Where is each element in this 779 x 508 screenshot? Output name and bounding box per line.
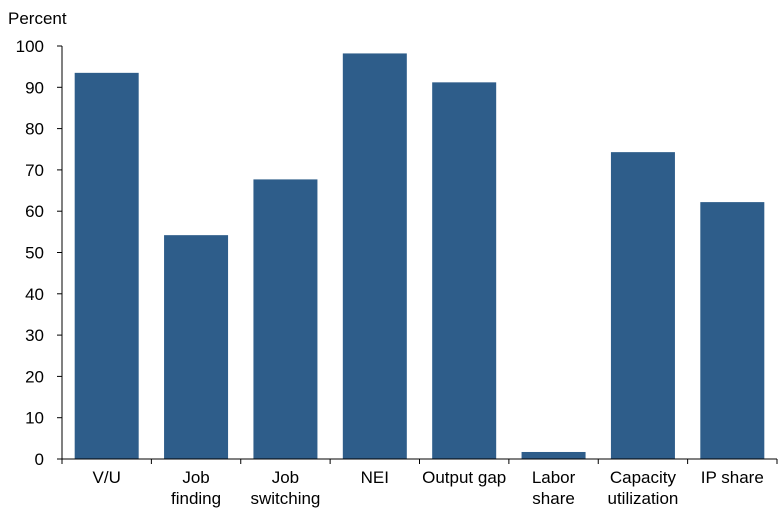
bar xyxy=(432,82,497,460)
y-tick-label: 60 xyxy=(25,202,44,221)
y-tick-label: 100 xyxy=(16,37,44,56)
bar xyxy=(342,53,407,460)
y-tick-label: 10 xyxy=(25,409,44,428)
x-tick-label: Job finding xyxy=(171,468,221,508)
bar xyxy=(164,235,229,459)
bar xyxy=(610,152,675,460)
y-tick-label: 50 xyxy=(25,244,44,263)
y-tick-label: 0 xyxy=(35,450,44,469)
bar xyxy=(253,179,318,460)
bar xyxy=(74,72,139,459)
bar xyxy=(521,451,586,459)
y-tick-label: 20 xyxy=(25,367,44,386)
x-tick-label: V/U xyxy=(93,468,121,487)
x-tick-label: Labor share xyxy=(532,468,576,508)
x-tick-label: Capacity utilization xyxy=(608,468,679,508)
y-tick-label: 80 xyxy=(25,120,44,139)
x-tick-label: NEI xyxy=(361,468,389,487)
y-tick-label: 40 xyxy=(25,285,44,304)
y-axis-unit-label: Percent xyxy=(8,9,67,28)
x-tick-label: IP share xyxy=(701,468,764,487)
y-tick-label: 90 xyxy=(25,78,44,97)
y-tick-label: 70 xyxy=(25,161,44,180)
x-tick-label: Job switching xyxy=(250,468,320,508)
x-tick-label: Output gap xyxy=(422,468,506,487)
y-tick-label: 30 xyxy=(25,326,44,345)
bar xyxy=(700,202,765,459)
